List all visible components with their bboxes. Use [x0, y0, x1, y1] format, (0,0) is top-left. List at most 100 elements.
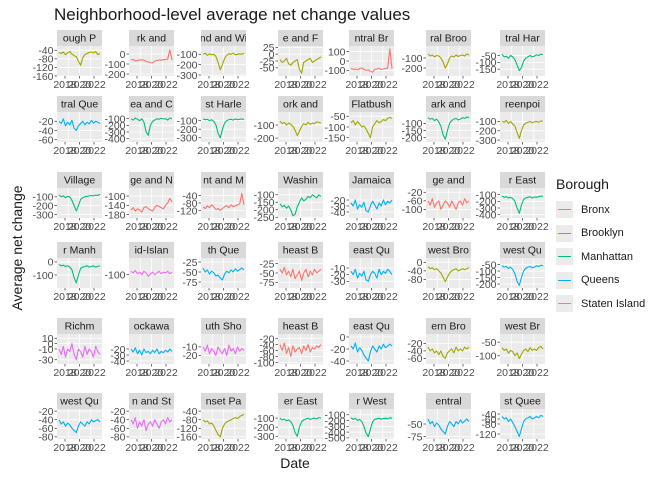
- facet-strip-label: east Qu: [353, 245, 390, 257]
- y-tick-label: -40: [110, 415, 125, 427]
- x-tick-label: 2020: [68, 145, 92, 157]
- series-line: [427, 53, 470, 69]
- facet-strip: [349, 96, 394, 112]
- x-tick-label: 2020: [68, 221, 92, 233]
- facet-strip: [349, 393, 394, 409]
- facet-strip-label: r East: [509, 175, 537, 187]
- series-line: [350, 268, 393, 282]
- facet-strip: [500, 242, 545, 258]
- facet-strip: [57, 172, 102, 188]
- x-tick-label: 2022: [374, 79, 398, 91]
- y-tick-label: -20: [259, 333, 274, 345]
- x-tick-label: 2020: [289, 221, 313, 233]
- y-tick-label: -80: [182, 415, 197, 427]
- series-line: [501, 345, 544, 360]
- legend-label: Manhattan: [581, 250, 633, 263]
- x-tick-label: 2018: [274, 221, 298, 233]
- x-tick-label: 2018: [197, 79, 221, 91]
- x-tick-label: 2022: [226, 367, 250, 379]
- x-tick-label: 2022: [303, 442, 327, 454]
- y-tick-label: -200: [176, 124, 197, 136]
- y-tick-label: -200: [475, 126, 496, 138]
- x-tick-label: 2020: [360, 221, 384, 233]
- series-line: [130, 347, 173, 356]
- facet-strip-label: ern Bro: [431, 321, 466, 333]
- facet-strip-label: Village: [64, 175, 95, 187]
- x-tick-label: 2020: [212, 79, 236, 91]
- y-tick-label: -10: [330, 263, 345, 275]
- series-line: [202, 193, 245, 212]
- y-tick-label: -100: [401, 118, 422, 130]
- y-tick-label: -200: [324, 415, 345, 427]
- facet-strip-label: r West: [356, 396, 386, 408]
- y-tick-label: -60: [407, 353, 422, 365]
- x-tick-label: 2018: [422, 79, 446, 91]
- x-tick-label: 2020: [289, 367, 313, 379]
- x-tick-label: 2020: [140, 291, 164, 303]
- x-tick-label: 2020: [360, 291, 384, 303]
- y-tick-label: -30: [330, 201, 345, 213]
- legend-item: Staten Island: [556, 292, 668, 316]
- y-tick-label: -120: [176, 205, 197, 217]
- facet-strip: [349, 172, 394, 188]
- x-tick-label: 2020: [360, 145, 384, 157]
- x-tick-label: 2020: [437, 367, 461, 379]
- x-tick-label: 2018: [422, 291, 446, 303]
- legend-item: Bronx: [556, 198, 668, 222]
- x-tick-label: 2022: [303, 291, 327, 303]
- x-tick-label: 2022: [226, 79, 250, 91]
- x-tick-label: 2020: [140, 442, 164, 454]
- legend-item: Brooklyn: [556, 222, 668, 246]
- y-tick-label: -30: [110, 350, 125, 362]
- facet-strip: [349, 242, 394, 258]
- series-line: [58, 50, 101, 66]
- x-tick-label: 2018: [197, 221, 221, 233]
- series-line: [58, 193, 101, 212]
- y-tick-label: -20: [330, 195, 345, 207]
- y-tick-label: -40: [259, 339, 274, 351]
- facet-strip: [201, 393, 246, 409]
- y-tick-label: -200: [104, 120, 125, 132]
- facet-strip: [349, 318, 394, 334]
- x-tick-label: 2020: [511, 291, 535, 303]
- y-tick-label: -300: [475, 203, 496, 215]
- facet-strip-label: heast B: [283, 245, 319, 257]
- y-tick-label: -80: [38, 54, 53, 66]
- y-tick-label: -160: [32, 71, 53, 83]
- y-tick-label: -100: [104, 113, 125, 125]
- facet-strip-label: st Quee: [504, 396, 541, 408]
- facet-strip: [57, 242, 102, 258]
- x-tick-label: 2018: [274, 367, 298, 379]
- legend-key: [556, 295, 573, 313]
- x-tick-label: 2022: [303, 367, 327, 379]
- y-tick-label: -50: [407, 419, 422, 431]
- x-tick-label: 2022: [82, 221, 106, 233]
- y-tick-label: -250: [253, 212, 274, 224]
- series-line: [427, 198, 470, 210]
- y-tick-label: -100: [324, 122, 345, 134]
- facet-strip-label: ge and N: [130, 175, 173, 187]
- y-tick-label: -100: [253, 413, 274, 425]
- facet-strip-label: west Bro: [427, 245, 469, 257]
- x-tick-label: 2018: [422, 442, 446, 454]
- facet-strip-label: st Harle: [205, 99, 241, 111]
- facet-strip-label: nt and M: [203, 175, 244, 187]
- y-tick-label: -50: [182, 267, 197, 279]
- x-tick-label: 2018: [345, 79, 369, 91]
- x-tick-label: 2018: [496, 291, 520, 303]
- y-tick-label: -20: [182, 350, 197, 362]
- x-tick-label: 2018: [197, 145, 221, 157]
- facet-strip-label: nset Pa: [206, 396, 242, 408]
- x-tick-label: 2022: [374, 145, 398, 157]
- x-tick-label: 2022: [82, 442, 106, 454]
- x-tick-label: 2020: [212, 221, 236, 233]
- x-tick-label: 2022: [374, 291, 398, 303]
- x-tick-label: 2022: [303, 221, 327, 233]
- x-tick-label: 2022: [226, 221, 250, 233]
